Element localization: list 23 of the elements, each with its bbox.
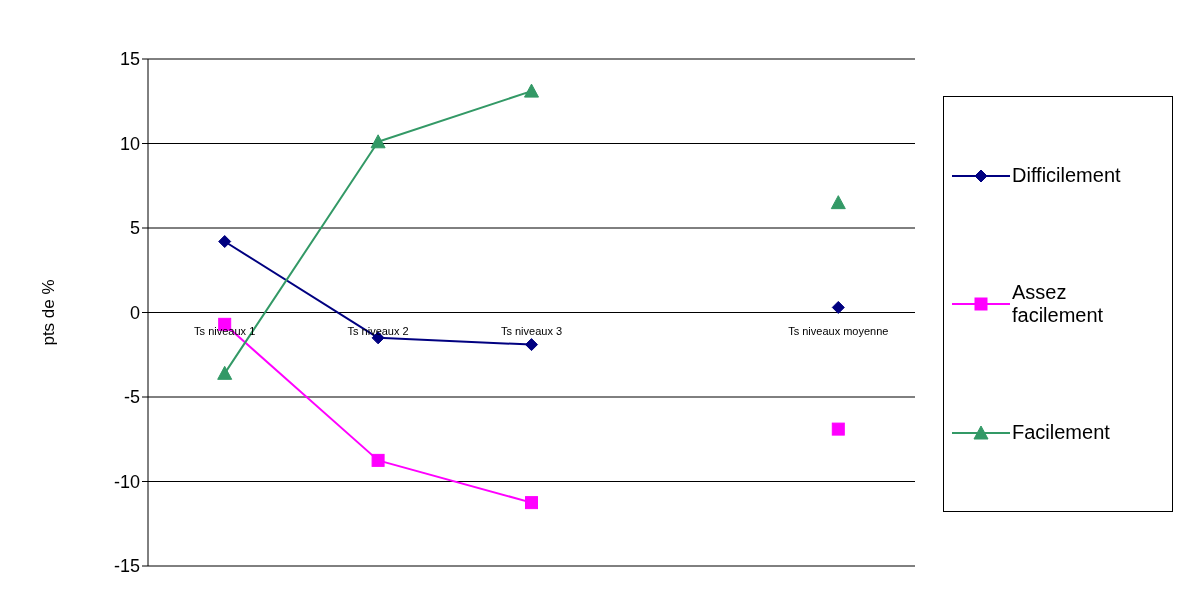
y-tick-label: 10: [119, 133, 140, 154]
y-tick-label: -10: [113, 471, 140, 492]
point: [525, 496, 538, 510]
y-axis-title: pts de %: [39, 279, 59, 346]
point: [831, 422, 845, 436]
point: [831, 300, 845, 314]
point: [370, 134, 386, 149]
x-tick-label: Ts niveaux 3: [500, 324, 563, 337]
x-tick-label: Ts niveaux moyenne: [788, 324, 889, 337]
y-tick-label: -15: [113, 556, 140, 577]
legend-label: Assez facilement: [1012, 281, 1105, 327]
point: [524, 83, 539, 98]
y-tick-label: 15: [119, 49, 140, 70]
y-tick-label: 0: [129, 302, 140, 323]
point: [830, 195, 846, 210]
y-tick-label: -5: [123, 387, 140, 408]
y-tick-label: 5: [129, 218, 140, 239]
legend-label: Difficilement: [1012, 164, 1122, 187]
legend-label: Facilement: [1012, 421, 1111, 444]
point: [218, 235, 232, 249]
point: [525, 338, 538, 352]
point: [217, 365, 233, 380]
point: [371, 453, 385, 467]
